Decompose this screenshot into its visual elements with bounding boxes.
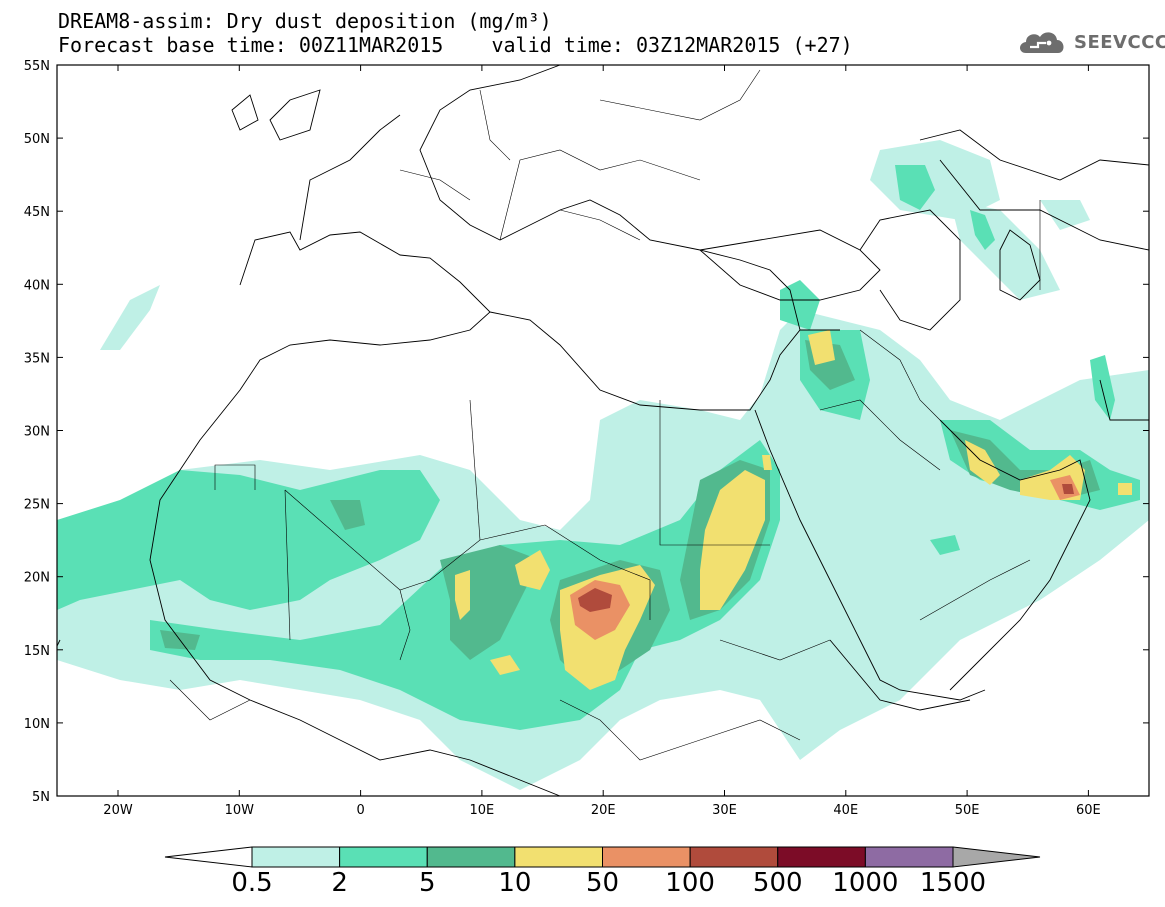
colorbar-label: 10 [498,868,532,898]
colorbar-max-arrow [952,846,1041,868]
lat-tick-label: 25N [24,498,50,513]
colorbar-segment [689,846,779,868]
colorbar-label: 500 [752,868,803,898]
lat-tick-label: 15N [24,644,50,659]
map-title: DREAM8-assim: Dry dust deposition (mg/m³… [58,9,552,33]
lat-tick-label: 30N [24,425,50,440]
lat-tick-label: 40N [24,278,50,293]
lat-tick-label: 20N [24,571,50,586]
colorbar-label: 1000 [832,868,899,898]
lon-tick-label: 30E [712,803,737,818]
lon-tick-label: 10W [225,803,255,818]
lon-tick-label: 20W [103,803,133,818]
lon-tick-label: 40E [833,803,858,818]
colorbar-segment [426,846,516,868]
lon-tick-label: 50E [955,803,980,818]
colorbar-label: 50 [585,868,620,898]
dust-contours [57,140,1149,790]
lon-tick-label: 20E [591,803,616,818]
colorbar-label: 0.5 [231,868,273,898]
colorbar [164,846,1041,868]
map-subtitle: Forecast base time: 00Z11MAR2015 valid t… [58,33,853,57]
colorbar-segment [339,846,428,868]
coastlines [57,65,1149,796]
cloud-logo-icon [1020,32,1064,53]
longitude-ticks: 20W 10W 0 10E 20E 30E 40E 50E 60E [103,65,1101,818]
lat-tick-label: 35N [24,351,50,366]
lat-tick-label: 50N [24,132,50,147]
latitude-ticks: 55N 50N 45N 40N 35N 30N 25N 20N 15N 10N 5N [24,59,1149,805]
colorbar-segment [514,846,603,868]
logo-text: SEEVCCC [1074,31,1165,53]
seevccc-logo: SEEVCCC [1016,26,1165,58]
lon-tick-label: 0 [356,803,364,818]
colorbar-label: 100 [665,868,715,898]
contour-level-100 [578,484,1074,612]
colorbar-label: 5 [418,868,436,898]
colorbar-label: 1500 [919,868,987,898]
colorbar-min-arrow [164,846,253,868]
lat-tick-label: 5N [32,790,50,805]
colorbar-label: 2 [331,868,348,898]
colorbar-segment [864,846,954,868]
country-borders [169,69,1041,761]
lat-tick-label: 10N [24,717,50,732]
lat-tick-label: 55N [24,59,50,74]
colorbar-segment [777,846,866,868]
colorbar-segment [602,846,691,868]
lon-tick-label: 60E [1076,803,1101,818]
colorbar-segment [251,846,341,868]
lat-tick-label: 45N [24,205,50,220]
lon-tick-label: 10E [470,803,495,818]
